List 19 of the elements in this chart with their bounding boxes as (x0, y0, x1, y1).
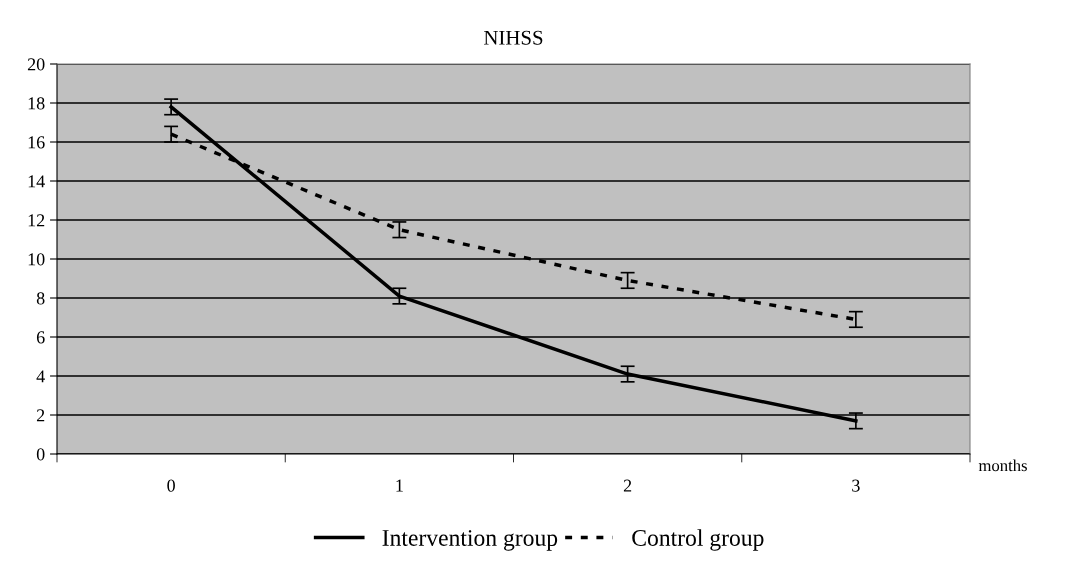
y-tick-label: 6 (36, 331, 45, 344)
legend-label: Intervention group (382, 530, 558, 551)
legend-label: Control group (632, 529, 764, 551)
chart-title: NIHSS (484, 30, 543, 45)
y-tick-label: 10 (28, 253, 45, 266)
y-tick-label: 16 (28, 136, 45, 149)
x-tick-label: 2 (623, 479, 632, 492)
y-tick-label: 12 (28, 214, 45, 227)
x-tick-label: 1 (396, 479, 403, 492)
x-tick-label: 3 (852, 479, 860, 492)
x-axis-title: months (978, 459, 1027, 472)
x-tick-label: 0 (167, 479, 175, 492)
y-tick-label: 14 (28, 175, 45, 188)
y-tick-label: 8 (36, 292, 45, 305)
y-tick-label: 2 (36, 409, 45, 422)
y-tick-label: 0 (36, 448, 45, 461)
y-tick-label: 18 (28, 97, 45, 110)
y-tick-label: 20 (27, 58, 45, 71)
y-tick-label: 4 (36, 370, 45, 383)
